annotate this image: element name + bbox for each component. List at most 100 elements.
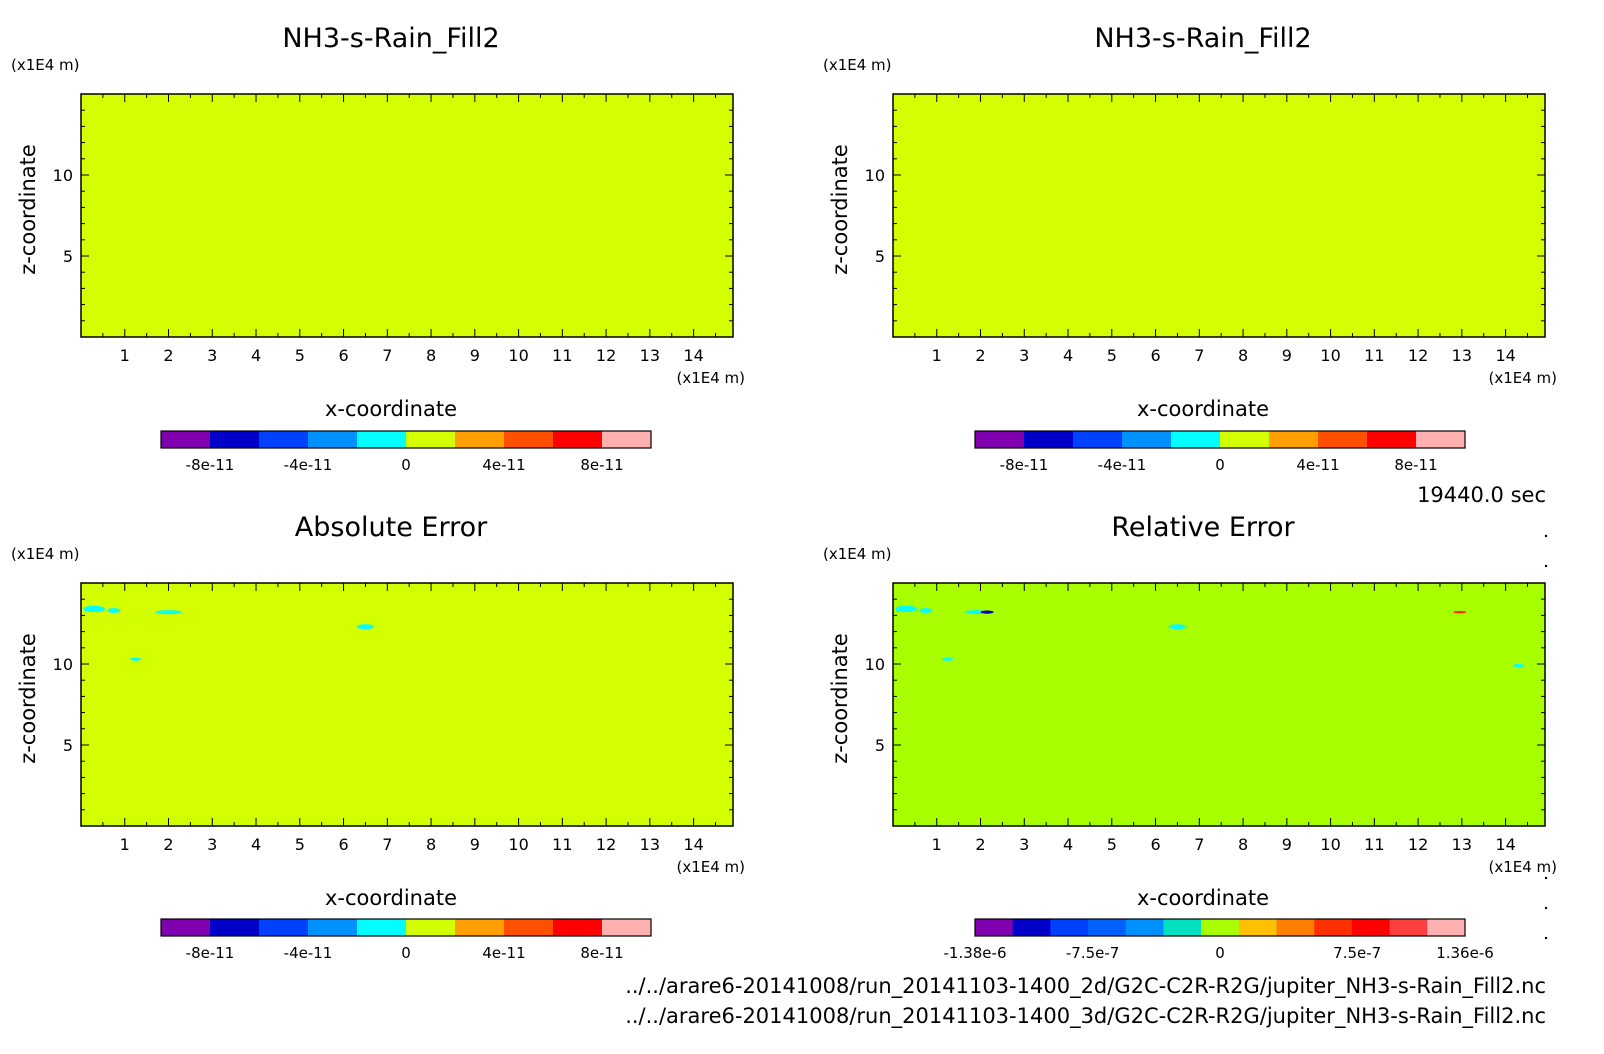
plot-frame [892, 582, 1546, 827]
field-anomaly [1453, 610, 1467, 614]
colorbar-swatch [161, 431, 211, 448]
y-unit-label: (x1E4 m) [823, 56, 892, 74]
field-anomaly [895, 605, 918, 613]
x-tick-label: 3 [1019, 835, 1029, 854]
colorbar-swatch [1163, 919, 1202, 936]
y-tick-label: 10 [865, 655, 885, 674]
timestamp: 19440.0 sec [1417, 483, 1546, 507]
colorbar-swatch [308, 431, 358, 448]
colorbar-swatch [602, 919, 652, 936]
x-tick-label: 9 [470, 346, 480, 365]
colorbar-swatch [406, 919, 456, 936]
colorbar-swatch [1367, 431, 1417, 448]
x-tick-label: 8 [1238, 835, 1248, 854]
x-tick-label: 3 [207, 346, 217, 365]
y-axis-label: z-coordinate [16, 633, 40, 764]
colorbar-swatch [259, 919, 309, 936]
x-tick-label: 6 [1150, 835, 1160, 854]
colorbar-swatch [1122, 431, 1172, 448]
x-tick-label: 12 [596, 835, 616, 854]
colorbar-tick-label: 0 [1215, 944, 1225, 962]
x-unit-label: (x1E4 m) [1488, 369, 1557, 387]
plot-frame [80, 93, 734, 338]
x-tick-label: 3 [1019, 346, 1029, 365]
x-axis-label: x-coordinate [325, 886, 457, 910]
x-tick-label: 4 [1063, 346, 1073, 365]
margin-dot [1544, 534, 1548, 538]
colorbar-swatch [308, 919, 358, 936]
x-tick-label: 13 [1452, 346, 1472, 365]
x-tick-label: 1 [932, 835, 942, 854]
y-unit-label: (x1E4 m) [11, 545, 80, 563]
x-tick-label: 9 [470, 835, 480, 854]
x-tick-label: 13 [640, 835, 660, 854]
colorbar-tick-label: -4e-11 [1098, 456, 1147, 474]
x-tick-label: 12 [1408, 835, 1428, 854]
field-anomaly [130, 657, 142, 661]
x-tick-label: 1 [120, 835, 130, 854]
x-tick-label: 2 [975, 835, 985, 854]
x-tick-label: 5 [1107, 346, 1117, 365]
x-tick-label: 7 [1194, 346, 1204, 365]
colorbar-swatch [1416, 431, 1466, 448]
x-tick-label: 1 [932, 346, 942, 365]
panel-title: Absolute Error [295, 512, 488, 543]
colorbar-tick-label: -8e-11 [186, 944, 235, 962]
colorbar-frame [160, 430, 652, 449]
colorbar-tick-label: 0 [401, 456, 411, 474]
y-tick-label: 10 [53, 166, 73, 185]
colorbar-swatch [975, 431, 1025, 448]
colorbar-swatch [1220, 431, 1270, 448]
colorbar-tick-label: -4e-11 [284, 456, 333, 474]
colorbar-swatch [553, 431, 603, 448]
colorbar-tick-label: 4e-11 [482, 944, 525, 962]
x-tick-label: 11 [1364, 346, 1384, 365]
colorbar-swatch [504, 919, 554, 936]
colorbar-tick-label: -1.38e-6 [944, 944, 1007, 962]
colorbar-swatch [357, 431, 407, 448]
field-anomaly [107, 608, 121, 613]
colorbar-tick-label: -4e-11 [284, 944, 333, 962]
x-tick-label: 14 [683, 346, 703, 365]
footer-path-2d: ../../arare6-20141008/run_20141103-1400_… [625, 974, 1546, 999]
x-tick-label: 11 [1364, 835, 1384, 854]
x-tick-label: 13 [1452, 835, 1472, 854]
colorbar-swatch [1351, 919, 1391, 936]
x-tick-label: 4 [251, 346, 261, 365]
field-background [893, 94, 1545, 337]
colorbar-swatch [1276, 919, 1315, 936]
y-unit-label: (x1E4 m) [823, 545, 892, 563]
y-unit-label: (x1E4 m) [11, 56, 80, 74]
x-axis-label: x-coordinate [1137, 397, 1269, 421]
colorbar-tick-label: -7.5e-7 [1066, 944, 1119, 962]
colorbar-frame [160, 918, 652, 937]
x-tick-label: 8 [426, 835, 436, 854]
colorbar-tick-label: 4e-11 [1296, 456, 1339, 474]
colorbar-swatch [1024, 431, 1074, 448]
margin-dot [1544, 936, 1548, 940]
field-anomaly [1513, 664, 1525, 668]
field-anomaly [980, 610, 994, 614]
colorbar-tick-label: 1.36e-6 [1436, 944, 1494, 962]
colorbar-swatch [210, 919, 260, 936]
x-tick-label: 2 [163, 835, 173, 854]
x-tick-label: 5 [295, 835, 305, 854]
y-axis-label: z-coordinate [828, 633, 852, 764]
y-tick-label: 5 [63, 247, 73, 266]
margin-dot [1544, 564, 1548, 568]
colorbar-tick-label: -8e-11 [186, 456, 235, 474]
x-tick-label: 7 [382, 835, 392, 854]
panel-title: NH3-s-Rain_Fill2 [1094, 23, 1311, 54]
colorbar-swatch [259, 431, 309, 448]
footer-path-3d: ../../arare6-20141008/run_20141103-1400_… [625, 1004, 1546, 1029]
plot-frame [892, 93, 1546, 338]
colorbar-swatch [1073, 431, 1123, 448]
colorbar-frame [974, 430, 1466, 449]
x-tick-label: 4 [251, 835, 261, 854]
x-tick-label: 8 [1238, 346, 1248, 365]
x-tick-label: 8 [426, 346, 436, 365]
x-tick-label: 5 [1107, 835, 1117, 854]
colorbar-swatch [1318, 431, 1368, 448]
field-anomaly [155, 610, 182, 615]
